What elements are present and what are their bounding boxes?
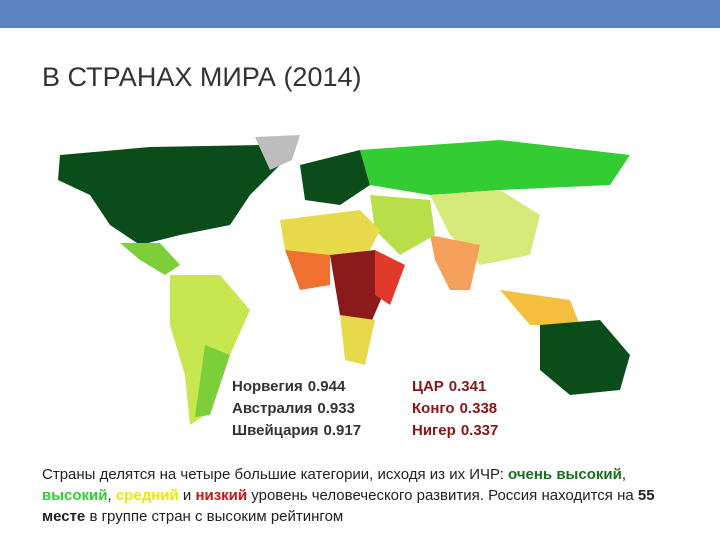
country-name: Швейцария <box>232 422 319 439</box>
central-america <box>120 243 180 275</box>
text-segment: низкий <box>195 487 248 504</box>
country-row: Швейцария 0.917 <box>232 420 361 442</box>
text-segment: , <box>621 466 626 483</box>
text-segment: Страны делятся на четыре большие категор… <box>42 466 509 483</box>
text-segment: высокий <box>42 487 108 504</box>
country-name: ЦАР <box>412 378 444 395</box>
country-row: ЦАР 0.341 <box>412 376 498 398</box>
text-segment: , <box>107 487 116 504</box>
country-name: Нигер <box>412 422 456 439</box>
southern-africa <box>340 315 375 365</box>
text-segment: 55 месте <box>42 487 655 525</box>
country-row: Нигер 0.337 <box>412 420 498 442</box>
india <box>430 235 480 290</box>
world-map <box>58 135 630 425</box>
bottom-list: ЦАР 0.341 Конго 0.338 Нигер 0.337 <box>412 376 498 442</box>
top-list: Норвегия 0.944 Австралия 0.933 Швейцария 0.91… <box>232 376 361 442</box>
hdi-value: 0.338 <box>459 400 498 417</box>
north-africa <box>280 210 380 260</box>
central-africa <box>330 250 385 325</box>
australia <box>540 320 630 395</box>
west-africa <box>285 250 330 290</box>
hdi-value: 0.944 <box>307 378 346 395</box>
text-segment: и <box>178 487 196 504</box>
hdi-value: 0.341 <box>448 378 487 395</box>
country-name: Австралия <box>232 400 313 417</box>
middle-east <box>370 195 435 255</box>
country-name: Норвегия <box>232 378 303 395</box>
hdi-value: 0.917 <box>323 422 362 439</box>
header-bar <box>0 0 720 28</box>
text-segment: в группе стран с высоким рейтингом <box>85 508 344 525</box>
country-row: Норвегия 0.944 <box>232 376 361 398</box>
southeast-asia <box>500 290 580 325</box>
hdi-value: 0.337 <box>460 422 499 439</box>
text-segment: средний <box>115 487 179 504</box>
south-america-south <box>195 345 230 417</box>
slide-title: В СТРАНАХ МИРА (2014) <box>42 62 362 92</box>
east-africa <box>375 250 405 305</box>
country-row: Австралия 0.933 <box>232 398 361 420</box>
north-america <box>58 145 280 245</box>
china <box>430 190 540 265</box>
country-row: Конго 0.338 <box>412 398 498 420</box>
hdi-value: 0.933 <box>317 400 355 417</box>
russia <box>360 140 630 195</box>
description: Страны делятся на четыре большие категор… <box>42 464 682 527</box>
europe <box>300 150 370 205</box>
greenland <box>255 135 300 170</box>
text-segment: очень высокий <box>508 466 622 483</box>
text-segment: уровень человеческого развития. Россия н… <box>247 487 638 504</box>
country-name: Конго <box>412 400 455 417</box>
